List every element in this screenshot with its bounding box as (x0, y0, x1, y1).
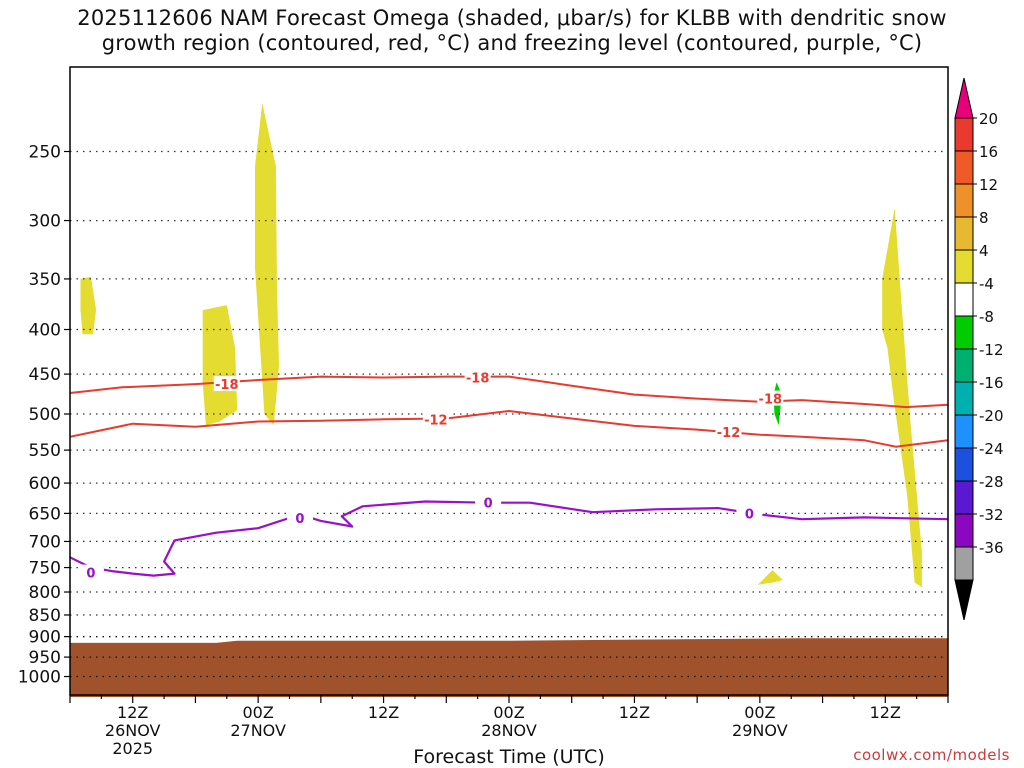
y-tick-label-1000: 1000 (18, 668, 61, 688)
colorbar-box-1 (954, 150, 974, 185)
y-tick-label-850: 850 (29, 606, 61, 626)
colorbar-label-13: -36 (979, 539, 1004, 557)
y-tick-label-950: 950 (29, 648, 61, 668)
contour-label-bg-0 (213, 376, 240, 392)
omega-region-2 (255, 103, 279, 426)
y-tick-label-300: 300 (29, 212, 61, 232)
contour-label-bg-5 (77, 564, 104, 580)
axes: 2503003504004505005506006507007508008509… (18, 66, 949, 758)
contour-label-8: 0 (745, 507, 754, 522)
colorbar-box-7 (954, 348, 974, 383)
colorbar-box-2 (954, 183, 974, 218)
colorbar-box-11 (954, 480, 974, 515)
colorbar-label-6: -8 (979, 308, 994, 326)
contour-label-4: -12 (717, 426, 741, 441)
ground-surface (70, 638, 948, 697)
x-tick-label-1: 00Z (242, 703, 273, 722)
contour-label-bg-3 (422, 411, 449, 427)
contour-label-5: 0 (86, 567, 95, 582)
y-tick-label-550: 550 (29, 441, 61, 461)
plot-area: -18 -18 -18 -12 -12 0 0 0 0 (70, 103, 948, 697)
x-tick-label-6: 12Z (870, 703, 901, 722)
chart-title-line1: 2025112606 NAM Forecast Omega (shaded, μ… (77, 6, 947, 30)
contour-minus18 (70, 375, 948, 409)
y-tick-label-600: 600 (29, 474, 61, 494)
chart-title: 2025112606 NAM Forecast Omega (shaded, μ… (0, 6, 1024, 56)
colorbar-box-5 (954, 282, 974, 317)
x-date-label-5: 29NOV (732, 721, 788, 740)
colorbar-label-7: -12 (979, 341, 1004, 359)
x-tick-label-4: 12Z (619, 703, 650, 722)
y-tick-label-450: 450 (29, 365, 61, 385)
x-tick-label-5: 00Z (744, 703, 775, 722)
x-axis-title: Forecast Time (UTC) (413, 746, 605, 768)
colorbar-label-12: -32 (979, 506, 1004, 524)
omega-region-5 (882, 207, 922, 588)
colorbar-box-10 (954, 447, 974, 482)
colorbar-label-8: -16 (979, 374, 1004, 392)
omega-region-1 (202, 305, 238, 426)
colorbar-box-4 (954, 249, 974, 284)
x-date-label-3: 28NOV (481, 721, 537, 740)
contour-label-bg-7 (475, 494, 502, 510)
colorbar-label-10: -24 (979, 440, 1004, 458)
colorbar-label-3: 8 (979, 209, 989, 227)
colorbar-bottom-arrow (954, 579, 974, 621)
colorbar-box-6 (954, 315, 974, 350)
colorbar-label-2: 12 (979, 176, 998, 194)
contour-label-bg-8 (736, 505, 763, 521)
contour-label-0: -18 (215, 378, 239, 393)
colorbar-label-5: -4 (979, 275, 994, 293)
colorbar-box-12 (954, 513, 974, 548)
x-date-label-0: 26NOV (105, 721, 161, 740)
y-tick-label-650: 650 (29, 504, 61, 524)
colorbar-label-1: 16 (979, 143, 998, 161)
contour-label-2: -18 (759, 393, 783, 408)
contour-label-3: -12 (424, 413, 448, 428)
contour-label-6: 0 (295, 512, 304, 527)
y-tick-label-250: 250 (29, 143, 61, 163)
omega-region-4 (757, 570, 783, 585)
contour-label-7: 0 (484, 497, 493, 512)
pressure-gridlines (70, 150, 948, 678)
chart-title-line2: growth region (contoured, red, °C) and f… (101, 31, 923, 55)
contour-label-bg-1 (464, 369, 491, 385)
x-tick-label-2: 12Z (368, 703, 399, 722)
y-tick-label-700: 700 (29, 532, 61, 552)
y-tick-label-500: 500 (29, 405, 61, 425)
credit-text: coolwx.com/models (853, 746, 1010, 764)
x-year-label-0: 2025 (112, 739, 153, 758)
contour-label-bg-2 (757, 390, 784, 406)
colorbar-top-arrow (954, 77, 974, 119)
colorbar-label-0: 20 (979, 110, 998, 128)
plot-border (69, 66, 949, 696)
colorbar-box-9 (954, 414, 974, 449)
y-tick-label-800: 800 (29, 583, 61, 603)
colorbar: 20 16 12 8 4 -4 -8 -12 -16 -20 -24 -28 -32 -36 (954, 77, 1004, 621)
y-tick-label-900: 900 (29, 628, 61, 648)
colorbar-label-11: -28 (979, 473, 1004, 491)
x-date-label-1: 27NOV (230, 721, 286, 740)
colorbar-label-9: -20 (979, 407, 1004, 425)
colorbar-box-0 (954, 117, 974, 152)
contour-label-1: -18 (466, 371, 490, 386)
colorbar-box-8 (954, 381, 974, 416)
y-tick-label-750: 750 (29, 559, 61, 579)
omega-region-0 (80, 276, 97, 335)
colorbar-box-3 (954, 216, 974, 251)
colorbar-box-13 (954, 546, 974, 581)
contour-freezing-level (70, 500, 948, 577)
y-tick-label-350: 350 (29, 270, 61, 290)
contour-label-bg-6 (286, 510, 313, 526)
colorbar-label-4: 4 (979, 242, 989, 260)
y-tick-label-400: 400 (29, 321, 61, 341)
x-tick-label-0: 12Z (117, 703, 148, 722)
x-tick-label-3: 00Z (493, 703, 524, 722)
omega-shading (80, 103, 922, 588)
contour-minus12 (70, 410, 948, 448)
contour-label-bg-4 (715, 423, 742, 439)
